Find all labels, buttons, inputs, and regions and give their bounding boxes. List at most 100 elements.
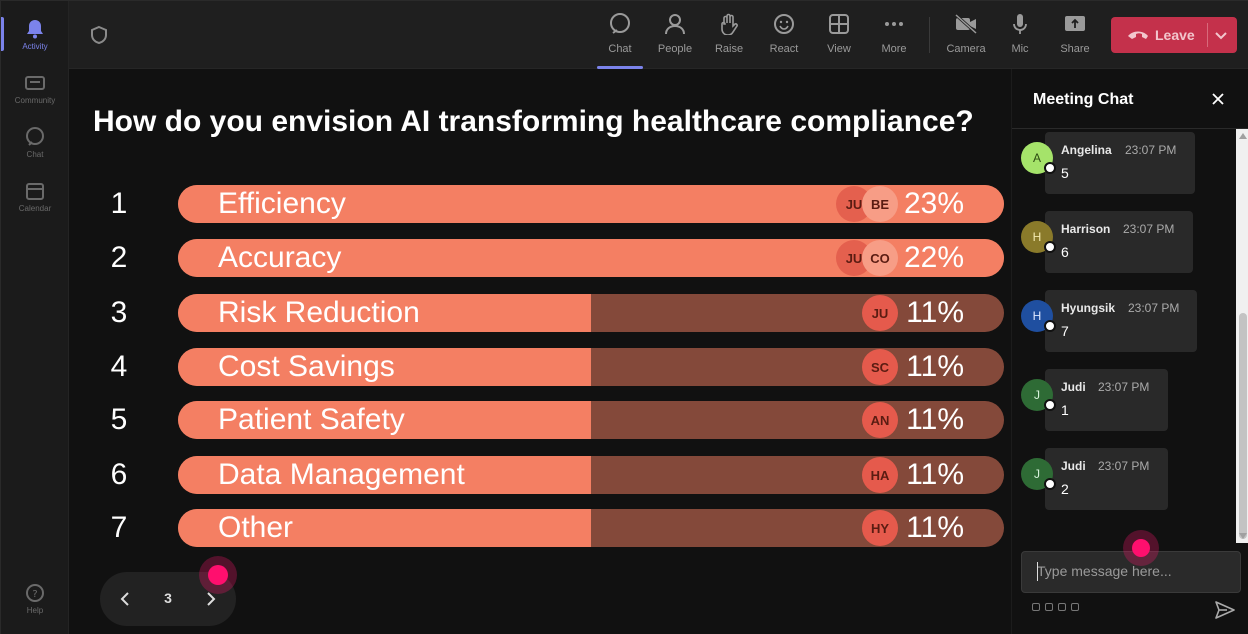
- click-indicator: [208, 565, 228, 585]
- chat-scrollbar[interactable]: [1236, 129, 1248, 543]
- toolbar-people-button[interactable]: People: [650, 11, 700, 63]
- attach-icon[interactable]: [1045, 603, 1053, 611]
- toolbar-label: Mic: [1011, 43, 1029, 55]
- toolbar-label: People: [657, 43, 693, 55]
- camera-off-icon: [953, 11, 979, 37]
- close-icon[interactable]: [1210, 91, 1226, 107]
- poll-option-row: 4 Cost Savings 11% SC: [69, 348, 1011, 386]
- option-number: 7: [110, 511, 128, 544]
- chevron-right-icon[interactable]: [202, 591, 218, 607]
- toolbar-raise-button[interactable]: Raise: [704, 11, 754, 63]
- toolbar-more-button[interactable]: More: [869, 11, 919, 63]
- option-label: Other: [218, 511, 294, 544]
- option-bar-fill: [178, 456, 591, 494]
- smile-icon: [771, 11, 797, 37]
- toolbar-mic-button[interactable]: Mic: [995, 11, 1045, 63]
- chat-message-list: Angelina 23:07 PM 5 A Harrison 23:07 PM 6 H Hyun…: [1012, 129, 1236, 543]
- option-bar: Efficiency 23% JU BE: [178, 185, 1004, 223]
- message-text: 7: [1061, 323, 1069, 339]
- bell-icon: [24, 18, 46, 40]
- option-percent: 11%: [906, 350, 964, 383]
- chevron-down-icon[interactable]: [1213, 27, 1229, 43]
- toolbar-label: Camera: [946, 43, 986, 55]
- voter-avatar: SC: [862, 349, 898, 385]
- option-number: 4: [110, 350, 128, 383]
- message-bubble: Judi 23:07 PM 2: [1045, 448, 1168, 510]
- option-number: 2: [110, 241, 128, 274]
- poll-option-row: 7 Other 11% HY: [69, 509, 1011, 547]
- poll-option-row: 2 Accuracy 22% JU CO: [69, 239, 1011, 277]
- phone-hangup-icon: [1127, 28, 1149, 42]
- option-percent: 11%: [906, 403, 964, 436]
- option-bar: Accuracy 22% JU CO: [178, 239, 1004, 277]
- gif-icon[interactable]: [1071, 603, 1079, 611]
- toolbar-camera-button[interactable]: Camera: [941, 11, 991, 63]
- toolbar-share-button[interactable]: Share: [1050, 11, 1100, 63]
- chat-message: Angelina 23:07 PM 5 A: [1012, 129, 1236, 194]
- message-placeholder: Type message here...: [1037, 563, 1172, 579]
- hand-icon: [716, 11, 742, 37]
- poll-option-row: 5 Patient Safety 11% AN: [69, 401, 1011, 439]
- option-label: Data Management: [218, 458, 465, 491]
- toolbar-label: Chat: [608, 43, 632, 55]
- toolbar-chat-button[interactable]: Chat: [595, 11, 645, 69]
- option-bar: Data Management 11% HA: [178, 456, 1004, 494]
- toolbar-label: Raise: [714, 43, 744, 55]
- page-number: 3: [164, 590, 172, 606]
- mic-icon: [1007, 11, 1033, 37]
- chat-icon: [607, 11, 633, 37]
- message-input[interactable]: Type message here...: [1021, 551, 1241, 593]
- option-label: Cost Savings: [218, 350, 395, 383]
- poll-option-row: 3 Risk Reduction 11% JU: [69, 294, 1011, 332]
- message-time: 23:07 PM: [1123, 222, 1175, 236]
- option-bar-fill: [178, 509, 591, 547]
- presence-status-icon: [1044, 399, 1056, 411]
- toolbar-label: React: [769, 43, 799, 55]
- chat-header: Meeting Chat: [1012, 69, 1248, 129]
- option-bar-fill: [178, 348, 591, 386]
- shield-icon[interactable]: [89, 25, 109, 45]
- option-label: Efficiency: [218, 187, 346, 220]
- help-icon: ?: [24, 582, 46, 604]
- poll-option-row: 6 Data Management 11% HA: [69, 456, 1011, 494]
- message-bubble: Angelina 23:07 PM 5: [1045, 132, 1195, 194]
- toolbar-label: Share: [1060, 43, 1090, 55]
- scroll-up-arrow[interactable]: [1239, 133, 1247, 139]
- rail-item-activity[interactable]: Activity: [1, 9, 69, 59]
- click-indicator: [1132, 539, 1150, 557]
- message-text: 6: [1061, 244, 1069, 260]
- format-icon[interactable]: [1032, 603, 1040, 611]
- presence-status-icon: [1044, 478, 1056, 490]
- leave-button[interactable]: Leave: [1111, 17, 1237, 53]
- rail-item-label: Help: [26, 605, 44, 615]
- option-number: 3: [110, 296, 128, 329]
- option-percent: 11%: [906, 458, 964, 491]
- rail-item-label: Activity: [22, 41, 48, 51]
- more-icon: [881, 11, 907, 37]
- emoji-icon[interactable]: [1058, 603, 1066, 611]
- voter-avatar: HY: [862, 510, 898, 546]
- message-bubble: Harrison 23:07 PM 6: [1045, 211, 1193, 273]
- meeting-toolbar: Chat People Raise React View: [69, 1, 1248, 69]
- chat-message: Hyungsik 23:07 PM 7 H: [1012, 287, 1236, 352]
- rail-item-calendar[interactable]: Calendar: [1, 171, 69, 221]
- scroll-thumb[interactable]: [1239, 313, 1247, 539]
- sender-name: Judi: [1061, 459, 1086, 473]
- toolbar-view-button[interactable]: View: [814, 11, 864, 63]
- sender-name: Hyungsik: [1061, 301, 1116, 315]
- rail-item-chat[interactable]: Chat: [1, 117, 69, 167]
- people-icon: [662, 11, 688, 37]
- send-icon[interactable]: [1215, 601, 1235, 619]
- format-toolbar: [1032, 603, 1079, 611]
- message-time: 23:07 PM: [1128, 301, 1180, 315]
- chevron-left-icon[interactable]: [118, 591, 134, 607]
- message-time: 23:07 PM: [1098, 380, 1150, 394]
- rail-item-help[interactable]: ? Help: [1, 573, 69, 623]
- scroll-down-arrow[interactable]: [1239, 533, 1247, 539]
- option-label: Patient Safety: [218, 403, 405, 436]
- message-time: 23:07 PM: [1125, 143, 1177, 157]
- grid-icon: [826, 11, 852, 37]
- rail-item-community[interactable]: Community: [1, 63, 69, 113]
- toolbar-react-button[interactable]: React: [759, 11, 809, 63]
- option-number: 5: [110, 403, 128, 436]
